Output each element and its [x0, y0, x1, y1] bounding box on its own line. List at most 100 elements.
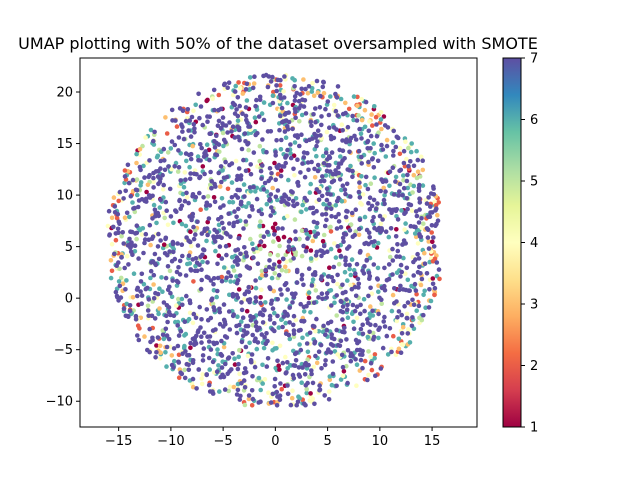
- scatter-point: [394, 227, 399, 232]
- scatter-point: [356, 148, 362, 154]
- scatter-point: [230, 200, 236, 205]
- scatter-point: [105, 223, 111, 229]
- scatter-point: [295, 135, 301, 140]
- scatter-point: [358, 131, 364, 137]
- scatter-point: [182, 375, 188, 381]
- scatter-point: [155, 174, 161, 179]
- scatter-point: [273, 194, 279, 200]
- scatter-point: [116, 230, 121, 235]
- scatter-point: [241, 182, 247, 187]
- scatter-point: [324, 327, 330, 333]
- scatter-point: [287, 320, 292, 325]
- scatter-point: [190, 358, 196, 363]
- scatter-point: [161, 300, 167, 305]
- scatter-point: [283, 268, 289, 274]
- scatter-point: [359, 97, 364, 102]
- scatter-point: [403, 221, 408, 226]
- scatter-point: [388, 226, 394, 231]
- scatter-point: [169, 166, 174, 172]
- scatter-point: [161, 182, 166, 188]
- scatter-point: [370, 330, 376, 336]
- scatter-point: [287, 336, 293, 342]
- scatter-point: [353, 229, 359, 234]
- scatter-point: [292, 98, 298, 103]
- scatter-point: [176, 135, 182, 140]
- scatter-point: [283, 331, 289, 337]
- scatter-point: [396, 346, 402, 352]
- scatter-point: [188, 345, 193, 351]
- scatter-point: [114, 293, 120, 299]
- scatter-point: [371, 337, 376, 342]
- scatter-point: [343, 100, 348, 106]
- scatter-point: [411, 163, 417, 169]
- scatter-point: [243, 250, 249, 255]
- scatter-point: [163, 350, 168, 355]
- scatter-point: [312, 272, 318, 278]
- scatter-point: [230, 92, 236, 98]
- scatter-point: [434, 221, 439, 227]
- scatter-point: [206, 339, 212, 344]
- scatter-point: [422, 261, 428, 267]
- scatter-point: [379, 226, 384, 231]
- scatter-point: [264, 149, 269, 155]
- scatter-point: [117, 283, 123, 289]
- scatter-point: [422, 250, 427, 256]
- scatter-point: [260, 320, 266, 325]
- scatter-point: [235, 134, 241, 140]
- scatter-point: [183, 151, 189, 156]
- scatter-point: [363, 99, 369, 105]
- scatter-point: [328, 229, 334, 234]
- scatter-point: [224, 252, 229, 258]
- scatter-point: [394, 299, 399, 304]
- scatter-point: [359, 174, 364, 179]
- scatter-point: [139, 301, 144, 307]
- scatter-point: [324, 147, 329, 152]
- scatter-point: [402, 227, 407, 232]
- scatter-point: [291, 166, 296, 172]
- scatter-point: [265, 129, 271, 134]
- scatter-point: [293, 115, 298, 121]
- scatter-point: [335, 113, 341, 118]
- scatter-point: [273, 153, 279, 158]
- scatter-point: [184, 158, 189, 164]
- scatter-point: [403, 287, 409, 293]
- scatter-point: [403, 139, 408, 144]
- scatter-point: [239, 339, 245, 345]
- scatter-point: [146, 193, 152, 198]
- scatter-point: [331, 278, 336, 284]
- scatter-point: [258, 239, 264, 245]
- scatter-point: [147, 222, 153, 228]
- scatter-point: [371, 197, 377, 203]
- scatter-point: [248, 189, 253, 194]
- scatter-point: [166, 309, 172, 315]
- scatter-point: [267, 252, 273, 257]
- scatter-point: [175, 343, 181, 349]
- scatter-point: [416, 256, 422, 261]
- scatter-point: [259, 111, 265, 116]
- scatter-point: [390, 272, 395, 277]
- scatter-point: [377, 295, 382, 301]
- scatter-point: [137, 146, 143, 152]
- scatter-point: [245, 297, 251, 303]
- scatter-point: [277, 397, 283, 403]
- scatter-point: [234, 392, 240, 397]
- scatter-point: [195, 243, 201, 248]
- scatter-point: [286, 177, 291, 183]
- scatter-point: [389, 349, 394, 355]
- scatter-point: [357, 180, 362, 185]
- scatter-point: [322, 362, 328, 368]
- scatter-point: [293, 196, 299, 201]
- scatter-point: [296, 372, 302, 378]
- scatter-point: [353, 293, 359, 299]
- scatter-point: [169, 139, 175, 144]
- scatter-point: [126, 180, 132, 186]
- scatter-point: [411, 224, 417, 229]
- scatter-point: [212, 307, 217, 313]
- scatter-point: [342, 269, 348, 275]
- scatter-point: [236, 354, 241, 360]
- scatter-point: [151, 179, 156, 185]
- scatter-point: [396, 309, 402, 314]
- scatter-point: [187, 164, 192, 170]
- scatter-point: [182, 170, 188, 175]
- scatter-point: [190, 143, 195, 149]
